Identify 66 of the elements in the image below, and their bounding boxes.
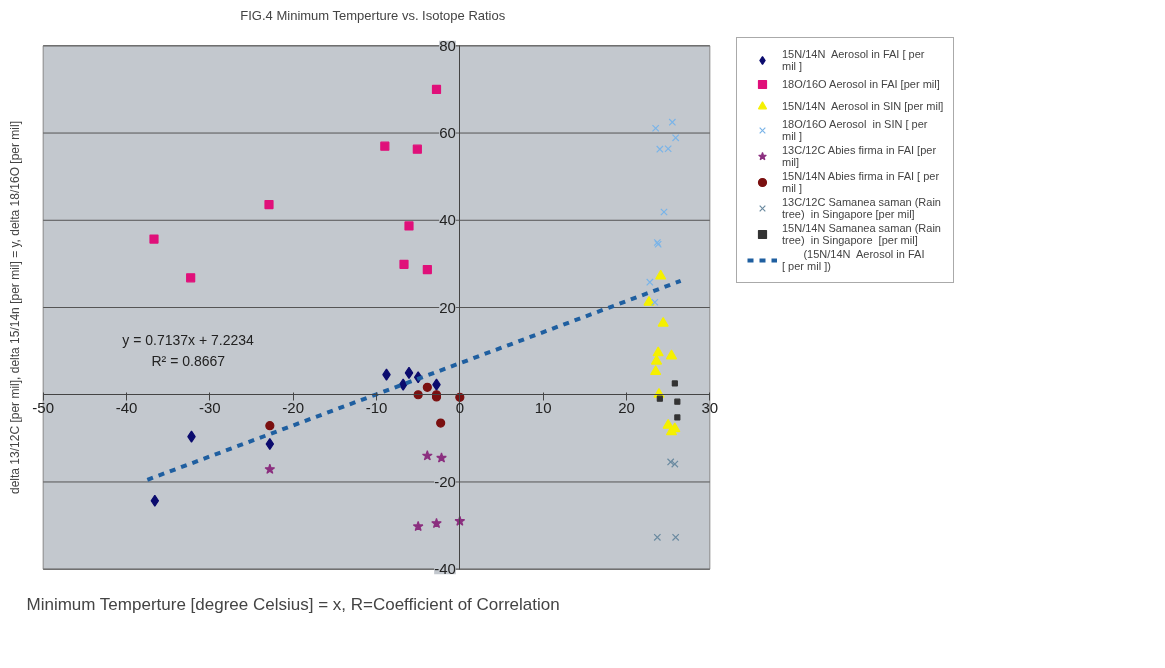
point: [398, 378, 408, 391]
point: [149, 234, 159, 244]
point: [412, 520, 424, 532]
y-tick-label: 40: [439, 211, 456, 229]
point: [421, 450, 433, 461]
x-tick-label: 20: [618, 398, 635, 416]
legend-label: 15N/14N Aerosol in FAI [ per mil ]: [782, 48, 925, 72]
point: [380, 141, 390, 151]
point: [643, 295, 655, 306]
y-tick-label: -20: [434, 472, 456, 490]
point: [264, 463, 276, 474]
y-axis-title: delta 13/12C [per mil], delta 15/14n [per mil] = y, delta 18/16O [per mil]: [7, 121, 22, 494]
point: [655, 269, 667, 280]
point: [436, 418, 446, 428]
point: [657, 316, 669, 327]
point: [668, 118, 677, 126]
point: [431, 517, 442, 529]
point: [454, 515, 466, 526]
point: [674, 398, 681, 405]
x-tick-label: -10: [365, 398, 388, 416]
point: [650, 365, 662, 376]
chart-title: FIG.4 Minimum Temperture vs. Isotope Ratios: [240, 7, 506, 23]
point: [674, 414, 681, 421]
x-tick-label: -40: [115, 398, 138, 416]
legend-label: 13C/12C Abies firma in FAI [per mil]: [782, 144, 937, 168]
point: [651, 298, 659, 307]
point: [650, 354, 663, 365]
point: [404, 221, 414, 231]
legend-label: 18O/16O Aerosol in FAI [per mil]: [782, 77, 940, 91]
point: [265, 437, 275, 451]
point: [665, 349, 678, 360]
x-tick-label: -20: [282, 398, 305, 416]
point: [150, 494, 160, 507]
legend-label: (15N/14N Aerosol in FAI [ per mil ]): [782, 248, 925, 272]
point: [652, 346, 664, 357]
legend-label: 13C/12C Samanea saman (Rain tree) in Singapore [per mil]: [782, 196, 941, 220]
point: [671, 134, 680, 142]
x-tick-label: 10: [534, 398, 552, 416]
legend-label: 15N/14N Aerosol in SIN [per mil]: [782, 99, 944, 113]
point: [666, 458, 675, 466]
point: [265, 421, 275, 431]
legend-label: 15N/14N Samanea saman (Rain tree) in Singapore [per mil]: [782, 222, 941, 246]
legend-label: 18O/16O Aerosol in SIN [ per mil ]: [782, 118, 928, 142]
point: [422, 264, 432, 275]
point: [264, 199, 274, 210]
annotation: y = 0.7137x + 7.2234: [122, 332, 255, 349]
point: [651, 124, 660, 133]
point: [656, 395, 663, 402]
point: [431, 84, 442, 95]
point: [412, 144, 422, 154]
y-tick-label: 80: [439, 36, 456, 54]
point: [186, 273, 196, 283]
point: [404, 366, 414, 380]
x-tick-label: -50: [32, 398, 55, 416]
legend-label: 15N/14N Abies firma in FAI [ per mil ]: [782, 170, 940, 194]
y-tick-label: 20: [439, 298, 456, 316]
point: [671, 380, 678, 387]
y-tick-label: -40: [434, 560, 456, 578]
x-axis-title: Minimum Temperture [degree Celsius] = x, R=Coefficient of Correlation: [26, 594, 560, 614]
x-tick-label: 30: [701, 398, 719, 416]
point: [436, 452, 447, 463]
point: [422, 382, 432, 392]
x-tick-label: -30: [198, 398, 221, 416]
annotation: R² = 0.8667: [151, 352, 226, 369]
point: [399, 259, 409, 269]
y-tick-label: 60: [439, 124, 456, 142]
